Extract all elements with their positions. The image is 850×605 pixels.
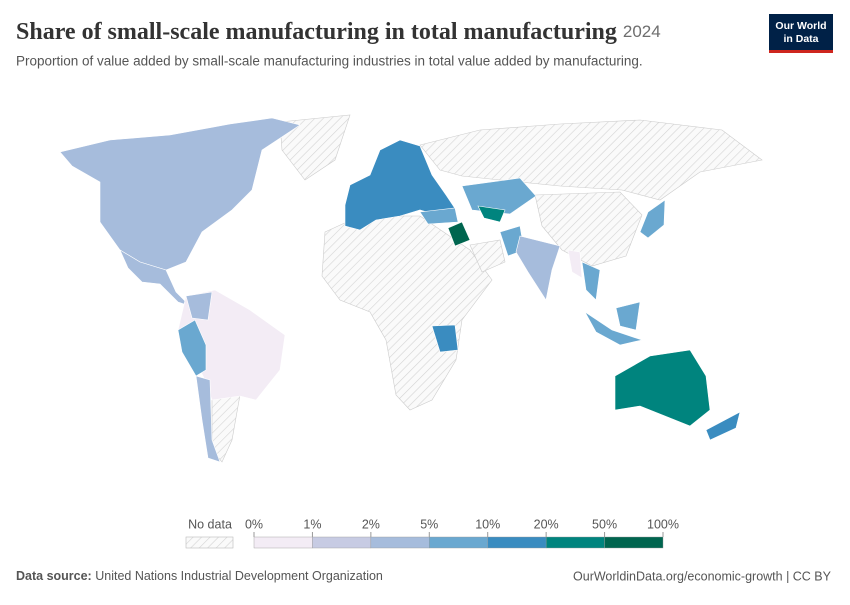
- map: [59, 114, 763, 463]
- legend-swatch: [370, 536, 430, 549]
- legend-swatch: [312, 536, 372, 549]
- legend-swatch: [545, 536, 605, 549]
- new-zealand: [705, 411, 741, 441]
- colombia: [185, 291, 213, 321]
- logo[interactable]: Our World in Data: [769, 14, 833, 53]
- subtitle: Proportion of value added by small-scale…: [16, 54, 643, 69]
- legend-label: 20%: [534, 517, 559, 531]
- year: 2024: [623, 22, 661, 41]
- legend-label: 50%: [592, 517, 617, 531]
- greenland: [279, 114, 351, 181]
- europe: [344, 139, 457, 231]
- title-text: Share of small-scale manufacturing in to…: [16, 19, 617, 45]
- source-text: United Nations Industrial Development Or…: [95, 569, 383, 583]
- chile: [195, 375, 221, 463]
- legend-label: 10%: [475, 517, 500, 531]
- iraq: [447, 221, 471, 247]
- uzbekistan: [477, 205, 506, 223]
- north-america: [59, 117, 301, 271]
- legend-label: 100%: [647, 517, 679, 531]
- logo-text: in Data: [783, 33, 818, 45]
- indonesia: [584, 311, 644, 346]
- logo-text: Our World: [775, 20, 826, 32]
- title: Share of small-scale manufacturing in to…: [16, 19, 661, 45]
- australia: [614, 349, 711, 427]
- source-label: Data source:: [16, 569, 92, 583]
- thailand: [581, 261, 601, 301]
- india: [515, 235, 561, 301]
- legend-swatch: [604, 536, 664, 549]
- footer-url[interactable]: OurWorldinData.org/economic-growth | CC …: [573, 569, 832, 583]
- legend: No data 0% 1% 2% 5% 10% 20% 50% 100%: [185, 517, 679, 549]
- legend-label: 0%: [245, 517, 263, 531]
- japan: [639, 199, 666, 239]
- legend-label: 5%: [420, 517, 438, 531]
- no-data-swatch: [185, 536, 234, 549]
- arabia: [469, 239, 506, 273]
- legend-label: No data: [188, 517, 232, 531]
- legend-label: 1%: [303, 517, 321, 531]
- data-regions: [59, 117, 741, 463]
- china: [534, 191, 643, 267]
- turkey: [419, 207, 459, 225]
- peru: [177, 319, 207, 377]
- tanzania: [431, 324, 459, 353]
- legend-label: 2%: [362, 517, 380, 531]
- logo-box: [769, 14, 833, 50]
- borneo: [615, 301, 641, 331]
- legend-swatch: [429, 536, 488, 549]
- source: Data source: United Nations Industrial D…: [16, 569, 383, 583]
- africa: [321, 215, 493, 411]
- legend-swatch: [253, 536, 313, 549]
- kazakhstan: [461, 177, 537, 215]
- myanmar: [567, 249, 583, 279]
- logo-bar: [769, 50, 833, 53]
- legend-swatch: [487, 536, 547, 549]
